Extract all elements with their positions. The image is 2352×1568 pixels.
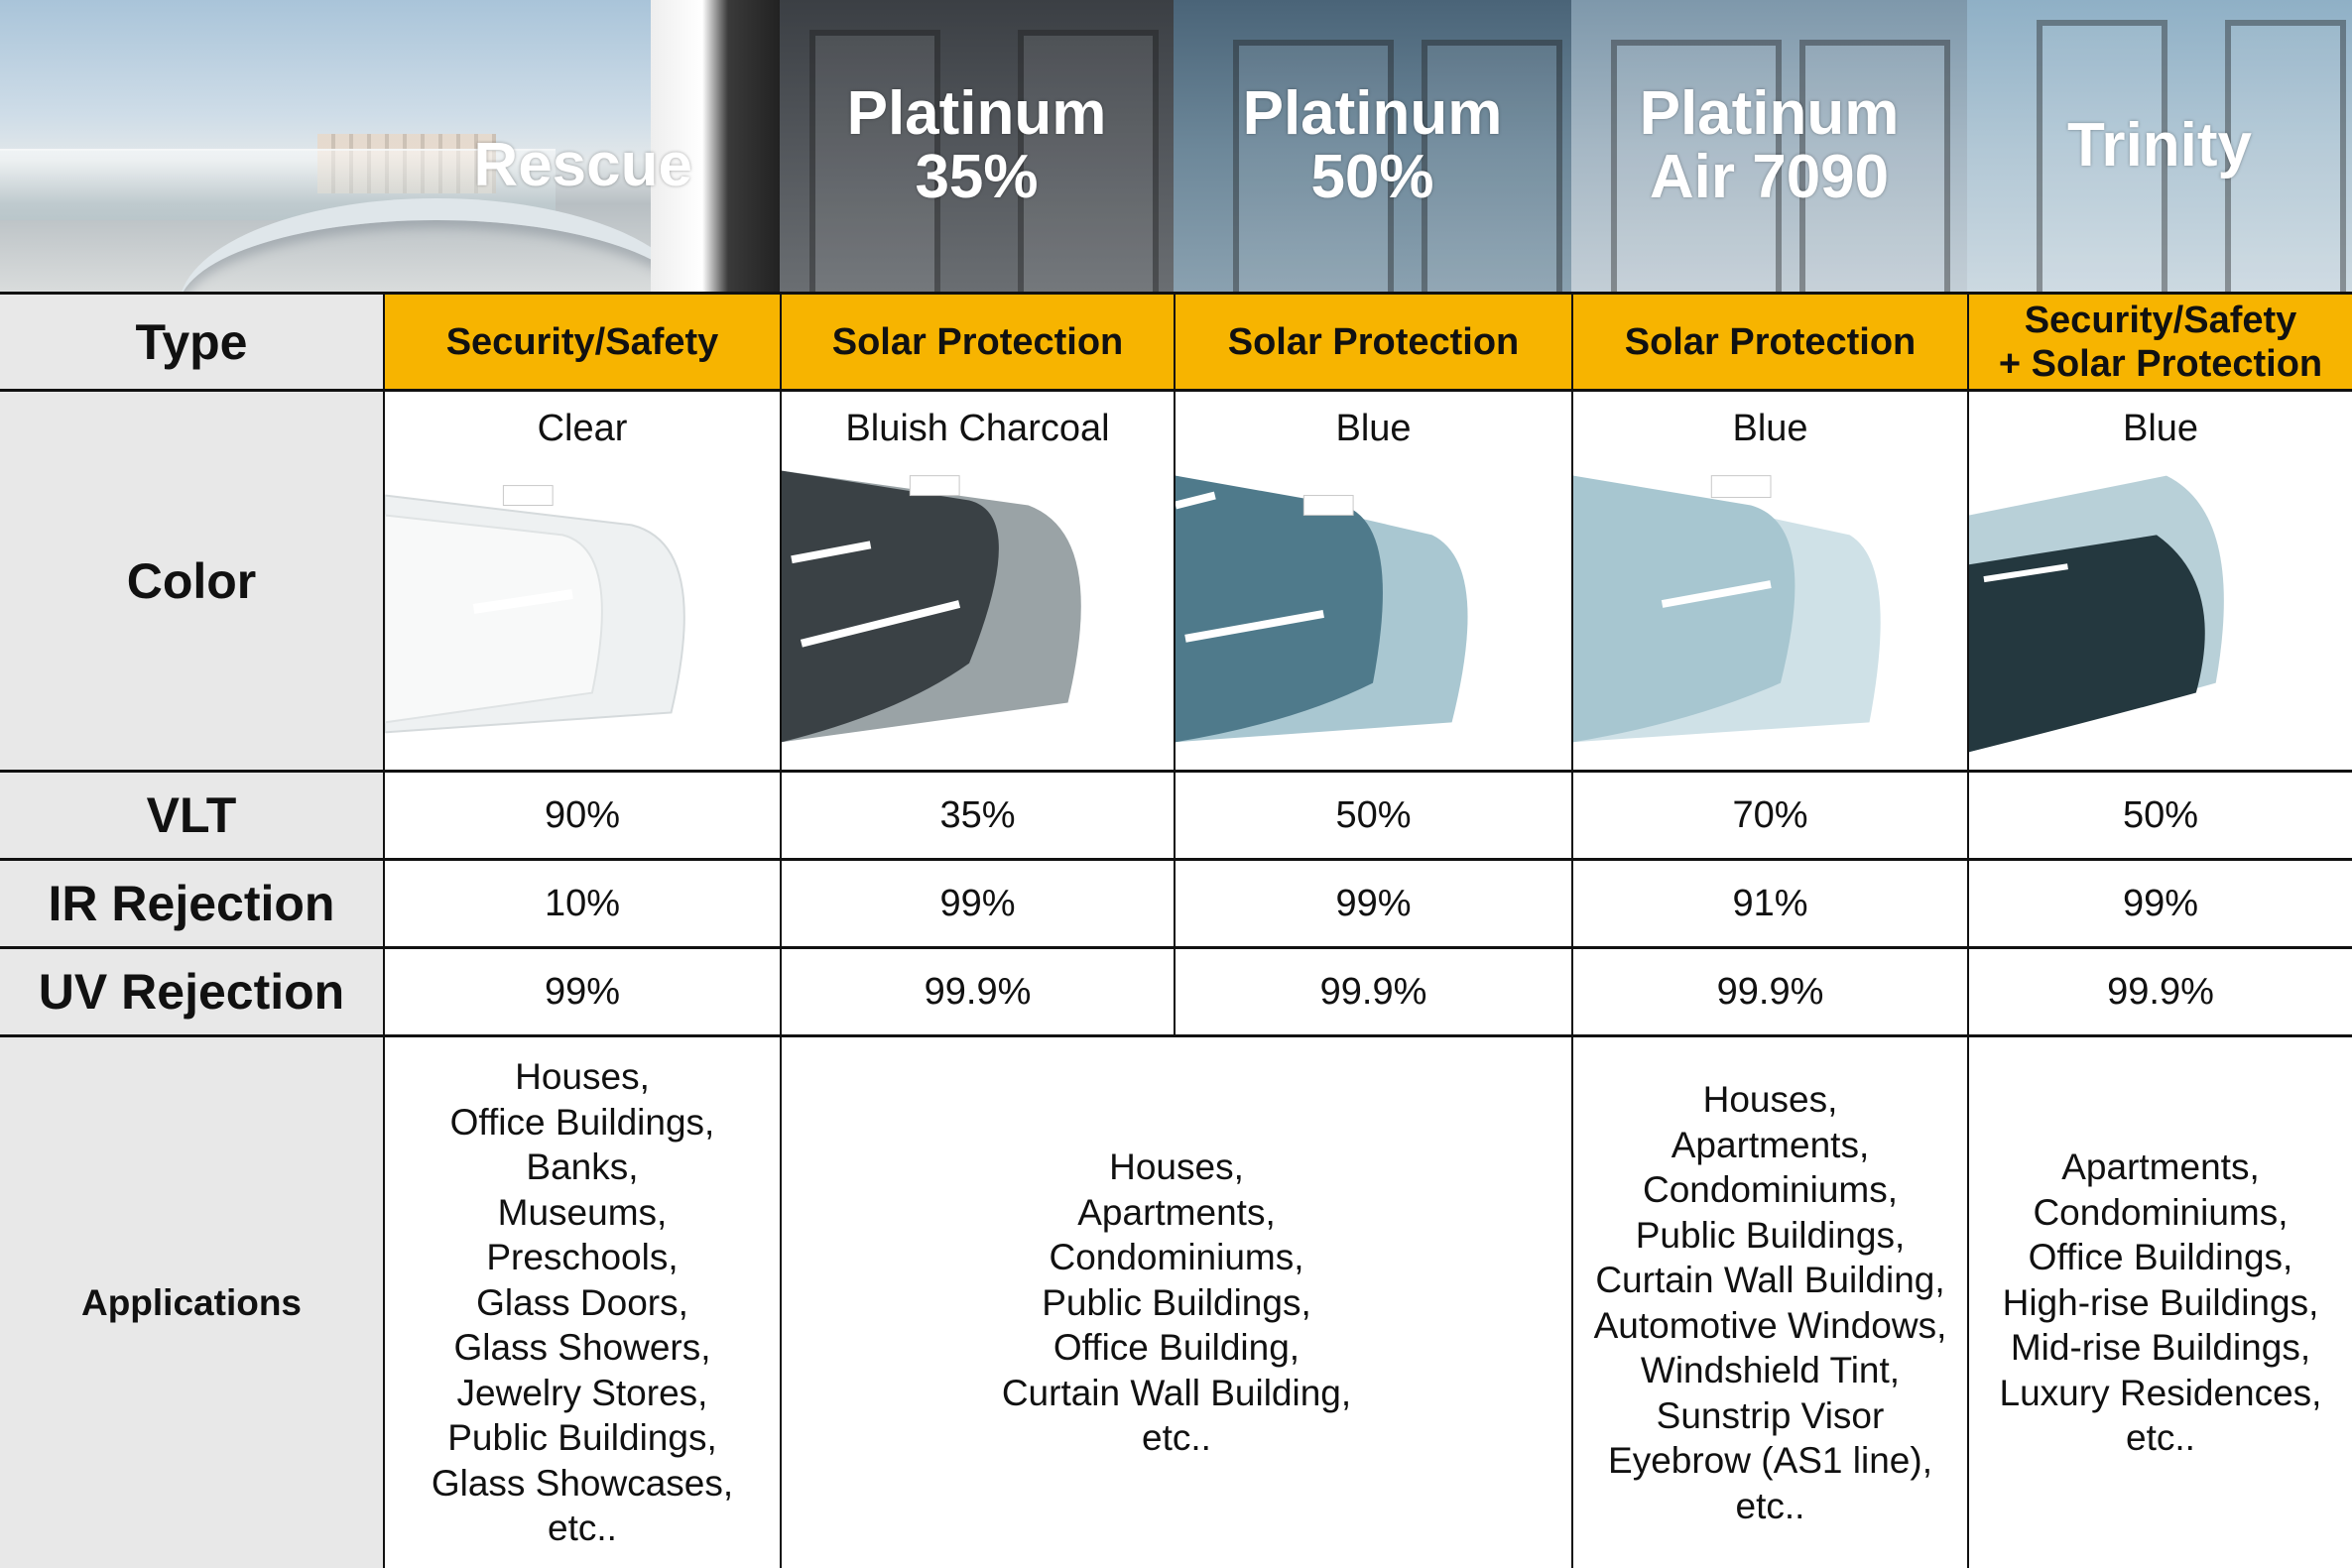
header-rescue: Rescue xyxy=(0,0,780,292)
color-name: Blue xyxy=(1335,408,1412,449)
vlt-value: 70% xyxy=(1571,773,1967,858)
row-ir-rejection: IR Rejection 10% 99% 99% 91% 99% xyxy=(0,858,2352,946)
film-sample-blue-image xyxy=(1176,475,1468,743)
uv-value: 99.9% xyxy=(780,949,1174,1034)
row-applications: Applications Houses, Office Buildings, B… xyxy=(0,1034,2352,1568)
vlt-value: 50% xyxy=(1967,773,2352,858)
ir-value: 99% xyxy=(1174,861,1571,946)
type-cell: Security/Safety xyxy=(383,295,780,389)
color-name: Bluish Charcoal xyxy=(845,408,1110,449)
color-cell: Blue xyxy=(1967,392,2352,770)
film-sample-charcoal-image xyxy=(782,470,1081,743)
uv-value: 99% xyxy=(383,949,780,1034)
row-label: IR Rejection xyxy=(0,861,383,946)
applications-trinity: Apartments, Condominiums, Office Buildin… xyxy=(1967,1037,2352,1568)
vlt-value: 35% xyxy=(780,773,1174,858)
color-name: Clear xyxy=(537,408,628,449)
applications-rescue: Houses, Office Buildings, Banks, Museums… xyxy=(383,1037,780,1568)
ir-value: 99% xyxy=(1967,861,2352,946)
type-cell: Solar Protection xyxy=(780,295,1174,389)
product-name-trinity: Trinity xyxy=(2066,111,2253,180)
ir-value: 99% xyxy=(780,861,1174,946)
window-illustration xyxy=(1799,40,1950,292)
applications-platinum-air: Houses, Apartments, Condominiums, Public… xyxy=(1571,1037,1967,1568)
uv-value: 99.9% xyxy=(1174,949,1571,1034)
product-name-rescue: Rescue xyxy=(473,131,692,199)
type-cell: Solar Protection xyxy=(1571,295,1967,389)
window-illustration xyxy=(809,30,940,292)
product-name-platinum-50: Platinum 50% xyxy=(1242,79,1503,211)
uv-value: 99.9% xyxy=(1571,949,1967,1034)
film-sample-light-blue-image xyxy=(1573,475,1881,743)
product-name-platinum-35: Platinum 35% xyxy=(846,79,1107,211)
row-label: Color xyxy=(0,392,383,770)
film-sample-clear-image xyxy=(385,485,685,734)
row-label: UV Rejection xyxy=(0,949,383,1034)
row-label: VLT xyxy=(0,773,383,858)
type-cell: Security/Safety + Solar Protection xyxy=(1967,295,2352,389)
row-color: Color Clear Bluish Charcoal xyxy=(0,389,2352,770)
window-illustration xyxy=(1611,40,1782,292)
color-cell: Bluish Charcoal xyxy=(780,392,1174,770)
window-illustration xyxy=(1018,30,1159,292)
row-label: Applications xyxy=(0,1037,383,1568)
row-type: Type Security/Safety Solar Protection So… xyxy=(0,292,2352,389)
film-sample-dark-blue-image xyxy=(1969,475,2224,753)
header-platinum-air-7090: Platinum Air 7090 xyxy=(1571,0,1967,292)
uv-value: 99.9% xyxy=(1967,949,2352,1034)
color-cell: Clear xyxy=(383,392,780,770)
color-name: Blue xyxy=(2122,408,2199,449)
window-illustration xyxy=(2037,20,2167,292)
vlt-value: 50% xyxy=(1174,773,1571,858)
window-illustration xyxy=(1422,40,1562,292)
header-platinum-50: Platinum 50% xyxy=(1174,0,1571,292)
product-name-platinum-air-7090: Platinum Air 7090 xyxy=(1639,79,1900,211)
applications-platinum: Houses, Apartments, Condominiums, Public… xyxy=(780,1037,1571,1568)
product-header: Rescue Platinum 35% Platinum 50% Platinu… xyxy=(0,0,2352,292)
window-illustration xyxy=(1233,40,1394,292)
row-label: Type xyxy=(0,295,383,389)
color-cell: Blue xyxy=(1571,392,1967,770)
ir-value: 91% xyxy=(1571,861,1967,946)
spec-table: Type Security/Safety Solar Protection So… xyxy=(0,292,2352,1568)
row-vlt: VLT 90% 35% 50% 70% 50% xyxy=(0,770,2352,858)
color-name: Blue xyxy=(1732,408,1808,449)
row-uv-rejection: UV Rejection 99% 99.9% 99.9% 99.9% 99.9% xyxy=(0,946,2352,1034)
window-illustration xyxy=(2225,20,2346,292)
type-cell: Solar Protection xyxy=(1174,295,1571,389)
vlt-value: 90% xyxy=(383,773,780,858)
color-cell: Blue xyxy=(1174,392,1571,770)
header-trinity: Trinity xyxy=(1967,0,2352,292)
header-platinum-35: Platinum 35% xyxy=(780,0,1174,292)
wall-illustration xyxy=(651,0,780,292)
ir-value: 10% xyxy=(383,861,780,946)
